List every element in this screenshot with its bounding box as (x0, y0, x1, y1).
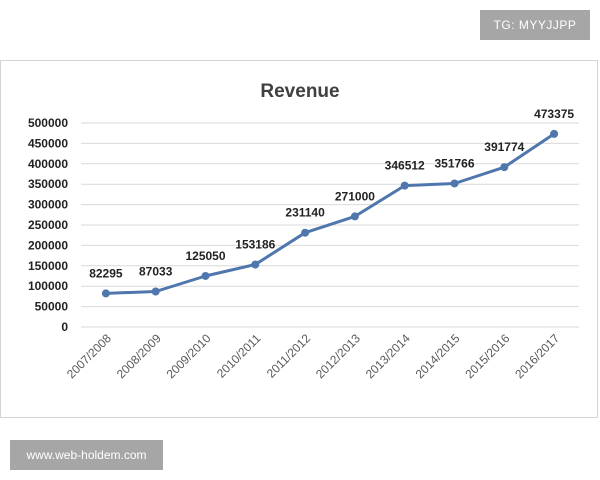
y-tick-label: 400000 (28, 157, 68, 171)
data-label: 351766 (434, 156, 474, 170)
chart-title: Revenue (260, 81, 339, 102)
data-point (301, 228, 310, 237)
chart-frame: Revenue 0 50000 100000 150000 200000 250000 30… (0, 60, 598, 418)
data-label: 87033 (139, 264, 173, 278)
data-label: 125050 (185, 249, 225, 263)
data-label: 153186 (235, 238, 275, 252)
x-tick-label: 2009/2010 (164, 331, 214, 381)
y-tick-label: 250000 (28, 218, 68, 232)
data-point (151, 287, 160, 296)
y-tick-label: 200000 (28, 238, 68, 252)
y-tick-label: 50000 (35, 300, 69, 314)
data-label: 271000 (335, 189, 375, 203)
y-tick-label: 150000 (28, 259, 68, 273)
y-tick-label: 100000 (28, 279, 68, 293)
data-point (101, 289, 110, 298)
x-axis-ticks: 2007/2008 2008/2009 2009/2010 2010/2011 2011… (64, 331, 562, 381)
data-point (350, 212, 359, 221)
y-axis-ticks: 0 50000 100000 150000 200000 250000 300000 3500… (28, 116, 68, 334)
data-point (550, 129, 559, 138)
x-tick-label: 2011/2012 (264, 331, 314, 381)
data-point (201, 271, 210, 280)
series-line-layer (104, 132, 556, 295)
x-tick-label: 2015/2016 (462, 331, 512, 381)
y-tick-label: 300000 (28, 198, 68, 212)
x-tick-label: 2014/2015 (413, 331, 463, 381)
site-badge: www.web-holdem.com (10, 440, 163, 470)
data-point (500, 163, 509, 172)
x-tick-label: 2012/2013 (313, 331, 363, 381)
y-tick-label: 0 (61, 320, 68, 334)
data-label: 391774 (484, 140, 524, 154)
data-label: 82295 (89, 266, 123, 280)
x-tick-label: 2008/2009 (114, 331, 164, 381)
x-tick-label: 2007/2008 (64, 331, 114, 381)
data-label: 346512 (385, 159, 425, 173)
y-tick-label: 450000 (28, 136, 68, 150)
y-tick-label: 500000 (28, 116, 68, 130)
y-tick-label: 350000 (28, 177, 68, 191)
data-points (101, 129, 559, 298)
data-point (251, 260, 260, 269)
data-point (450, 179, 459, 188)
data-label: 231140 (285, 206, 325, 220)
series-line (104, 132, 556, 295)
tg-badge: TG: MYYJJPP (480, 10, 590, 40)
data-label: 473375 (534, 107, 574, 121)
x-tick-label: 2013/2014 (363, 331, 413, 381)
revenue-chart: Revenue 0 50000 100000 150000 200000 250000 30… (28, 81, 579, 381)
data-labels: 82295 87033 125050 153186 231140 271000 346512… (89, 107, 574, 281)
x-tick-label: 2016/2017 (512, 331, 562, 381)
data-point (400, 181, 409, 190)
x-tick-label: 2010/2011 (214, 331, 264, 381)
